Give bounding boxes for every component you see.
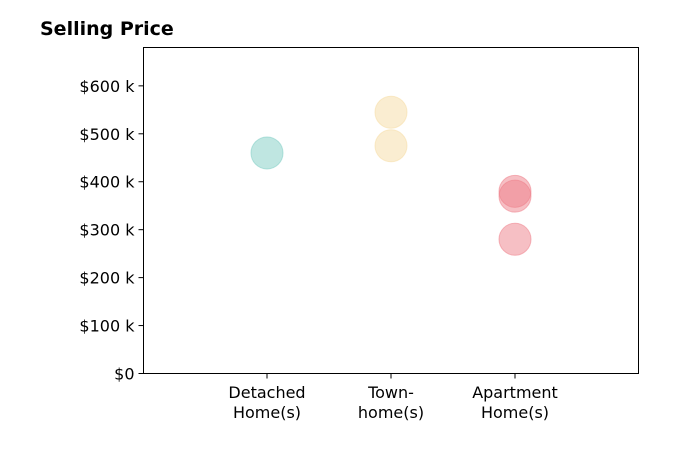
data-point: [498, 222, 532, 256]
data-points: [250, 95, 532, 256]
data-point: [374, 129, 408, 163]
data-point: [250, 136, 284, 170]
data-point: [374, 95, 408, 129]
y-tick-label: $500 k: [79, 125, 135, 144]
x-tick-label: Home(s): [233, 403, 301, 422]
y-tick-label: $100 k: [79, 317, 135, 336]
x-tick-label: Town-: [367, 383, 414, 402]
x-tick-label: Detached: [228, 383, 305, 402]
y-tick-label: $400 k: [79, 173, 135, 192]
x-tick-label: home(s): [358, 403, 424, 422]
chart-title: Selling Price: [40, 18, 174, 40]
y-tick-label: $0: [114, 365, 134, 384]
y-tick-label: $200 k: [79, 269, 135, 288]
x-tick-label: Home(s): [481, 403, 549, 422]
x-axis: DetachedHome(s)Town-home(s)ApartmentHome…: [228, 373, 558, 422]
y-tick-label: $600 k: [79, 77, 135, 96]
data-point: [498, 179, 532, 213]
y-tick-label: $300 k: [79, 221, 135, 240]
y-axis: $0 $100 k $200 k $300 k $400 k $500 k $600 k: [79, 77, 144, 384]
x-tick-label: Apartment: [472, 383, 558, 402]
